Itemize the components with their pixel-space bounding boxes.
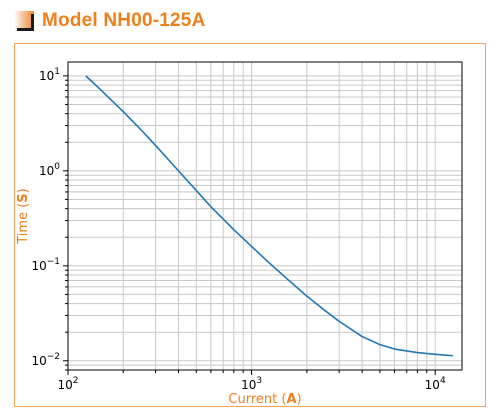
plot-area <box>67 61 463 371</box>
axis-ticks: 102 103 104 101 100 10−1 10−2 <box>31 67 446 392</box>
y-tick-label: 100 <box>39 162 60 178</box>
x-tick-label: 103 <box>241 376 262 392</box>
series-layer <box>85 75 454 357</box>
y-tick-label: 10−2 <box>31 352 60 368</box>
page-title: Model NH00-125A <box>42 10 206 31</box>
y-tick-label: 101 <box>39 67 60 83</box>
x-tick-label: 104 <box>425 376 446 392</box>
chart-frame <box>14 43 486 407</box>
x-tick-label: 102 <box>57 376 78 392</box>
chart-header: Model NH00-125A <box>14 8 206 34</box>
y-tick-label: 10−1 <box>31 257 60 273</box>
orange-gradient-square-icon <box>14 11 34 31</box>
x-axis-label: Current (A) <box>228 392 301 407</box>
y-axis-label: Time (S) <box>16 188 31 244</box>
series-line <box>85 75 454 357</box>
grid-lines <box>67 62 462 371</box>
